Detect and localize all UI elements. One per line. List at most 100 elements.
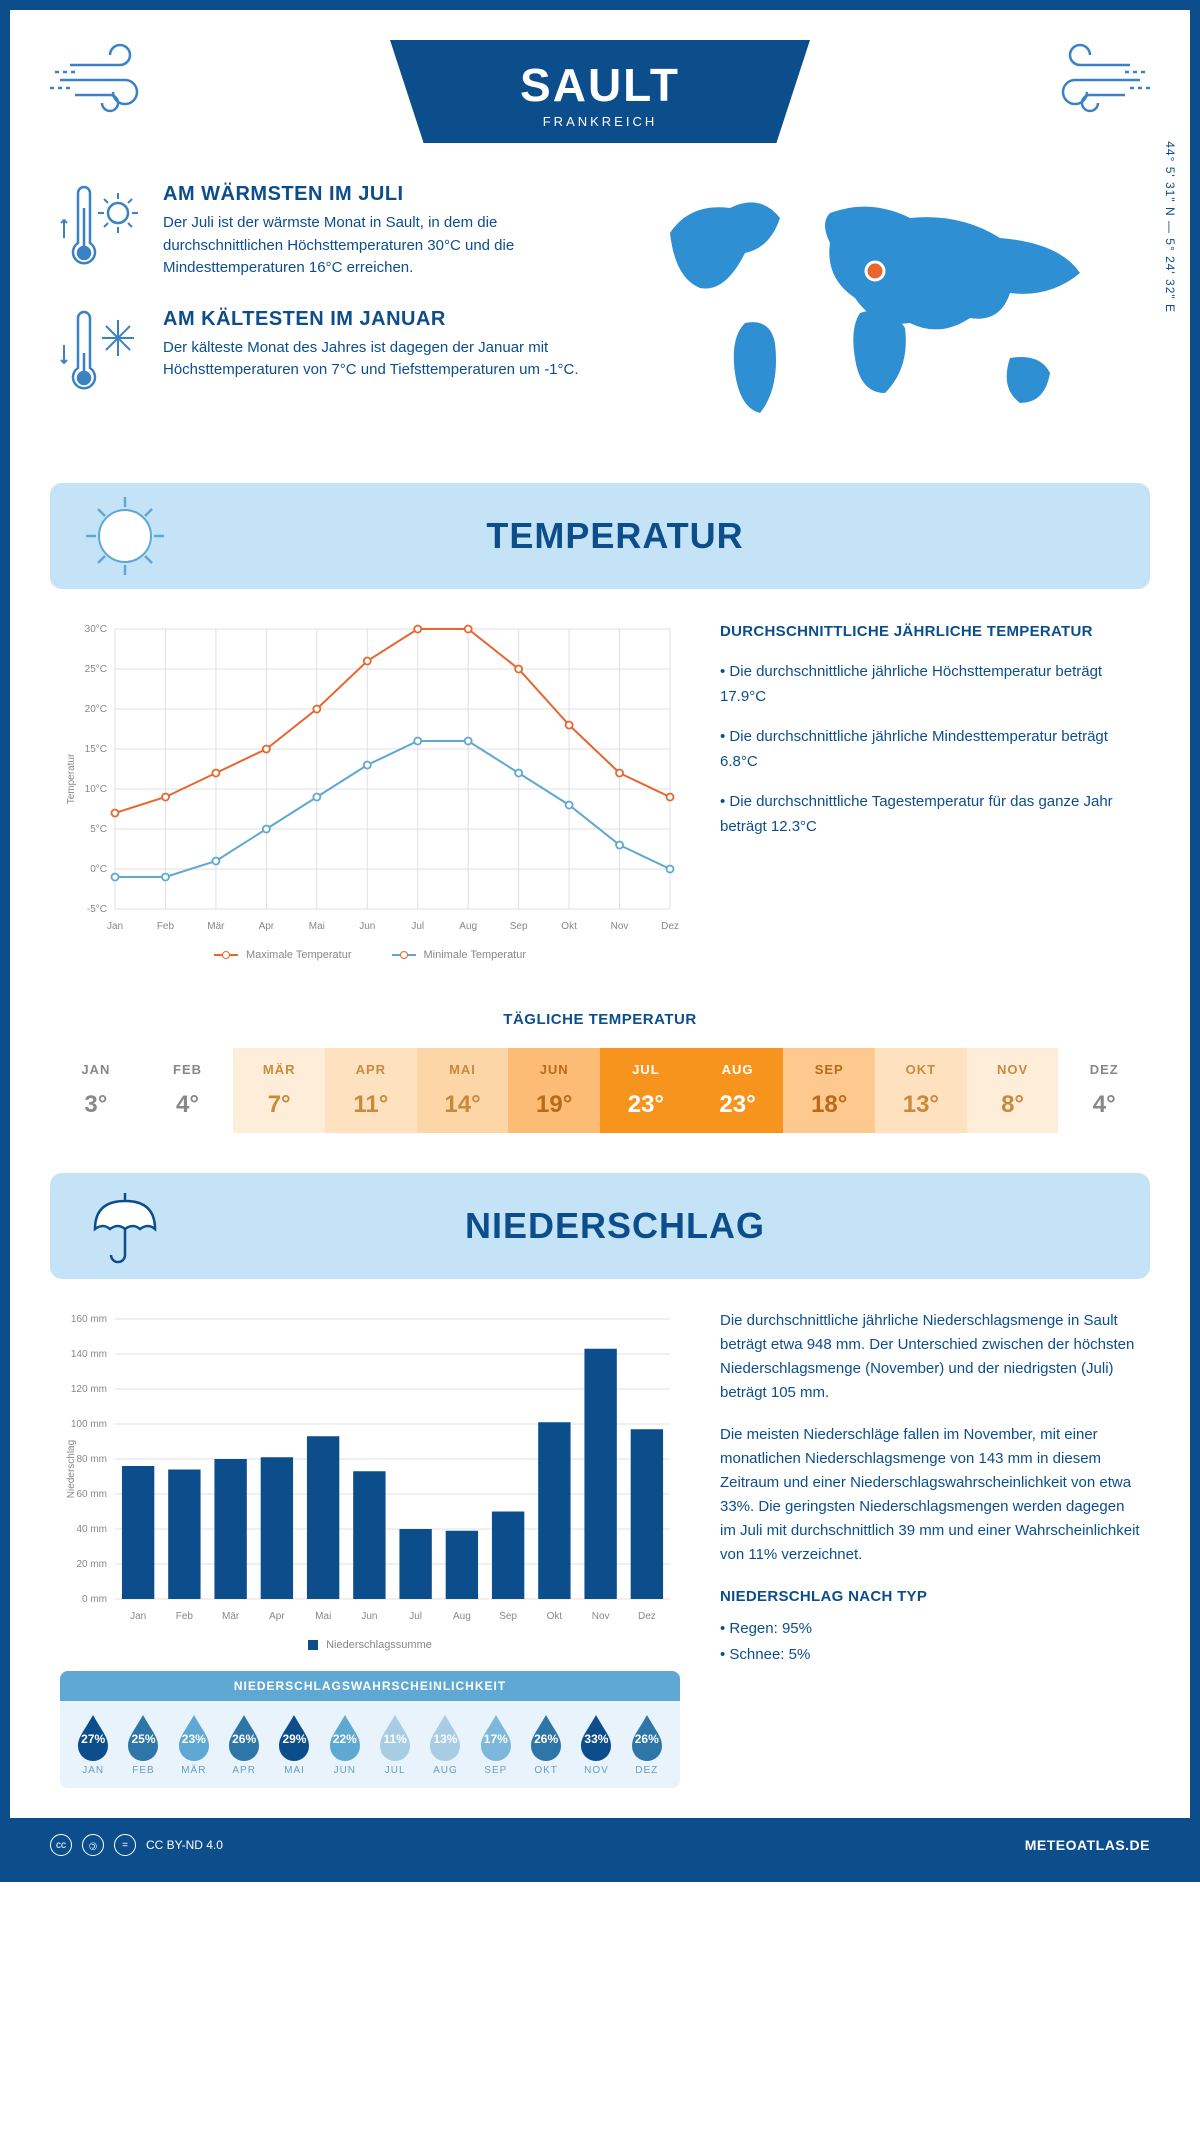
svg-text:Okt: Okt [561, 921, 577, 932]
probability-cell: 33%NOV [571, 1713, 621, 1776]
svg-text:40 mm: 40 mm [76, 1524, 107, 1535]
svg-text:Sep: Sep [499, 1611, 517, 1622]
svg-text:Dez: Dez [638, 1611, 656, 1622]
sun-icon [80, 491, 170, 581]
daily-cell: SEP18° [783, 1048, 875, 1133]
svg-text:Aug: Aug [453, 1611, 471, 1622]
svg-text:20 mm: 20 mm [76, 1559, 107, 1570]
footer: cc 🄯 = CC BY-ND 4.0 METEOATLAS.DE [10, 1818, 1190, 1872]
svg-text:10°C: 10°C [85, 784, 107, 795]
header: SAULT FRANKREICH [10, 10, 1190, 163]
daily-temp-title: TÄGLICHE TEMPERATUR [10, 1011, 1190, 1028]
wind-icon-left [50, 40, 160, 120]
svg-text:100 mm: 100 mm [71, 1419, 107, 1430]
coordinates: 44° 5' 31" N — 5° 24' 32" E [1163, 141, 1177, 313]
daily-cell: NOV8° [967, 1048, 1059, 1133]
title-banner: SAULT FRANKREICH [390, 40, 810, 143]
svg-text:Jun: Jun [359, 921, 375, 932]
footer-left: cc 🄯 = CC BY-ND 4.0 [50, 1834, 223, 1856]
daily-cell: MAI14° [417, 1048, 509, 1133]
daily-cell: JAN3° [50, 1048, 142, 1133]
daily-cell: FEB4° [142, 1048, 234, 1133]
svg-text:Feb: Feb [157, 921, 175, 932]
svg-text:160 mm: 160 mm [71, 1314, 107, 1325]
svg-text:15°C: 15°C [85, 744, 107, 755]
temperature-section-header: TEMPERATUR [50, 483, 1150, 589]
svg-text:Okt: Okt [547, 1611, 563, 1622]
intro-left: AM WÄRMSTEN IM JULI Der Juli ist der wär… [60, 183, 580, 443]
daily-cell: JUN19° [508, 1048, 600, 1133]
daily-cell: AUG23° [692, 1048, 784, 1133]
temperature-info: DURCHSCHNITTLICHE JÄHRLICHE TEMPERATUR •… [720, 619, 1140, 961]
svg-text:5°C: 5°C [90, 824, 107, 835]
svg-text:Niederschlag: Niederschlag [66, 1440, 77, 1498]
svg-text:Mai: Mai [315, 1611, 331, 1622]
coldest-text: Der kälteste Monat des Jahres ist dagege… [163, 337, 580, 382]
daily-cell: OKT13° [875, 1048, 967, 1133]
probability-cell: 22%JUN [320, 1713, 370, 1776]
svg-text:120 mm: 120 mm [71, 1384, 107, 1395]
daily-cell: DEZ4° [1058, 1048, 1150, 1133]
svg-text:80 mm: 80 mm [76, 1454, 107, 1465]
svg-text:60 mm: 60 mm [76, 1489, 107, 1500]
warmest-text: Der Juli ist der wärmste Monat in Sault,… [163, 212, 580, 280]
probability-cell: 26%DEZ [622, 1713, 672, 1776]
svg-text:Apr: Apr [269, 1611, 285, 1622]
by-icon: 🄯 [82, 1834, 104, 1856]
svg-text:Jul: Jul [411, 921, 424, 932]
precip-info: Die durchschnittliche jährliche Niedersc… [720, 1309, 1140, 1788]
temperature-title: TEMPERATUR [200, 515, 1030, 557]
probability-cell: 27%JAN [68, 1713, 118, 1776]
umbrella-icon [80, 1181, 170, 1271]
svg-text:Apr: Apr [259, 921, 275, 932]
coldest-title: AM KÄLTESTEN IM JANUAR [163, 308, 580, 331]
thermometer-sun-icon [60, 183, 145, 280]
probability-cell: 11%JUL [370, 1713, 420, 1776]
probability-cell: 26%APR [219, 1713, 269, 1776]
svg-text:Dez: Dez [661, 921, 679, 932]
intro-section: AM WÄRMSTEN IM JULI Der Juli ist der wär… [10, 163, 1190, 473]
temperature-body: -5°C 0°C 5°C 10°C 15°C 20°C 25°C 30°C Jan Feb Mär A… [10, 609, 1190, 981]
precip-section-header: NIEDERSCHLAG [50, 1173, 1150, 1279]
svg-text:30°C: 30°C [85, 624, 107, 635]
svg-text:Jun: Jun [361, 1611, 377, 1622]
daily-cell: MÄR7° [233, 1048, 325, 1133]
probability-cell: 23%MÄR [169, 1713, 219, 1776]
daily-temp-strip: JAN3°FEB4°MÄR7°APR11°MAI14°JUN19°JUL23°A… [50, 1048, 1150, 1133]
world-map-icon [620, 183, 1140, 443]
wind-icon-right [1040, 40, 1150, 120]
svg-text:Sep: Sep [510, 921, 528, 932]
svg-text:20°C: 20°C [85, 704, 107, 715]
svg-text:0°C: 0°C [90, 864, 107, 875]
probability-cell: 26%OKT [521, 1713, 571, 1776]
precip-legend: Niederschlagssumme [60, 1639, 680, 1651]
temperature-chart: -5°C 0°C 5°C 10°C 15°C 20°C 25°C 30°C Jan Feb Mär A… [60, 619, 680, 961]
svg-text:Mär: Mär [207, 921, 225, 932]
coldest-item: AM KÄLTESTEN IM JANUAR Der kälteste Mona… [60, 308, 580, 403]
daily-cell: JUL23° [600, 1048, 692, 1133]
daily-cell: APR11° [325, 1048, 417, 1133]
license-text: CC BY-ND 4.0 [146, 1838, 223, 1852]
svg-text:-5°C: -5°C [87, 904, 107, 915]
infographic-page: SAULT FRANKREICH AM WÄRMSTEN IM JULI Der… [0, 0, 1200, 1882]
warmest-item: AM WÄRMSTEN IM JULI Der Juli ist der wär… [60, 183, 580, 280]
svg-text:Jan: Jan [107, 921, 123, 932]
temp-legend: .legend-swatch:nth-child(1)::after{borde… [60, 949, 680, 961]
city-title: SAULT [430, 58, 770, 112]
probability-cell: 29%MAI [269, 1713, 319, 1776]
probability-cell: 13%AUG [420, 1713, 470, 1776]
svg-text:Nov: Nov [611, 921, 629, 932]
svg-text:25°C: 25°C [85, 664, 107, 675]
svg-text:140 mm: 140 mm [71, 1349, 107, 1360]
svg-text:0 mm: 0 mm [82, 1594, 107, 1605]
probability-cell: 25%FEB [118, 1713, 168, 1776]
precip-title: NIEDERSCHLAG [200, 1205, 1030, 1247]
svg-text:Aug: Aug [459, 921, 477, 932]
precip-chart: 0 mm 20 mm 40 mm 60 mm 80 mm 100 mm 120 mm 140 … [60, 1309, 680, 1788]
warmest-title: AM WÄRMSTEN IM JULI [163, 183, 580, 206]
nd-icon: = [114, 1834, 136, 1856]
intro-right: 44° 5' 31" N — 5° 24' 32" E [620, 183, 1140, 443]
svg-text:Jan: Jan [130, 1611, 146, 1622]
svg-text:Mär: Mär [222, 1611, 240, 1622]
svg-text:Jul: Jul [409, 1611, 422, 1622]
